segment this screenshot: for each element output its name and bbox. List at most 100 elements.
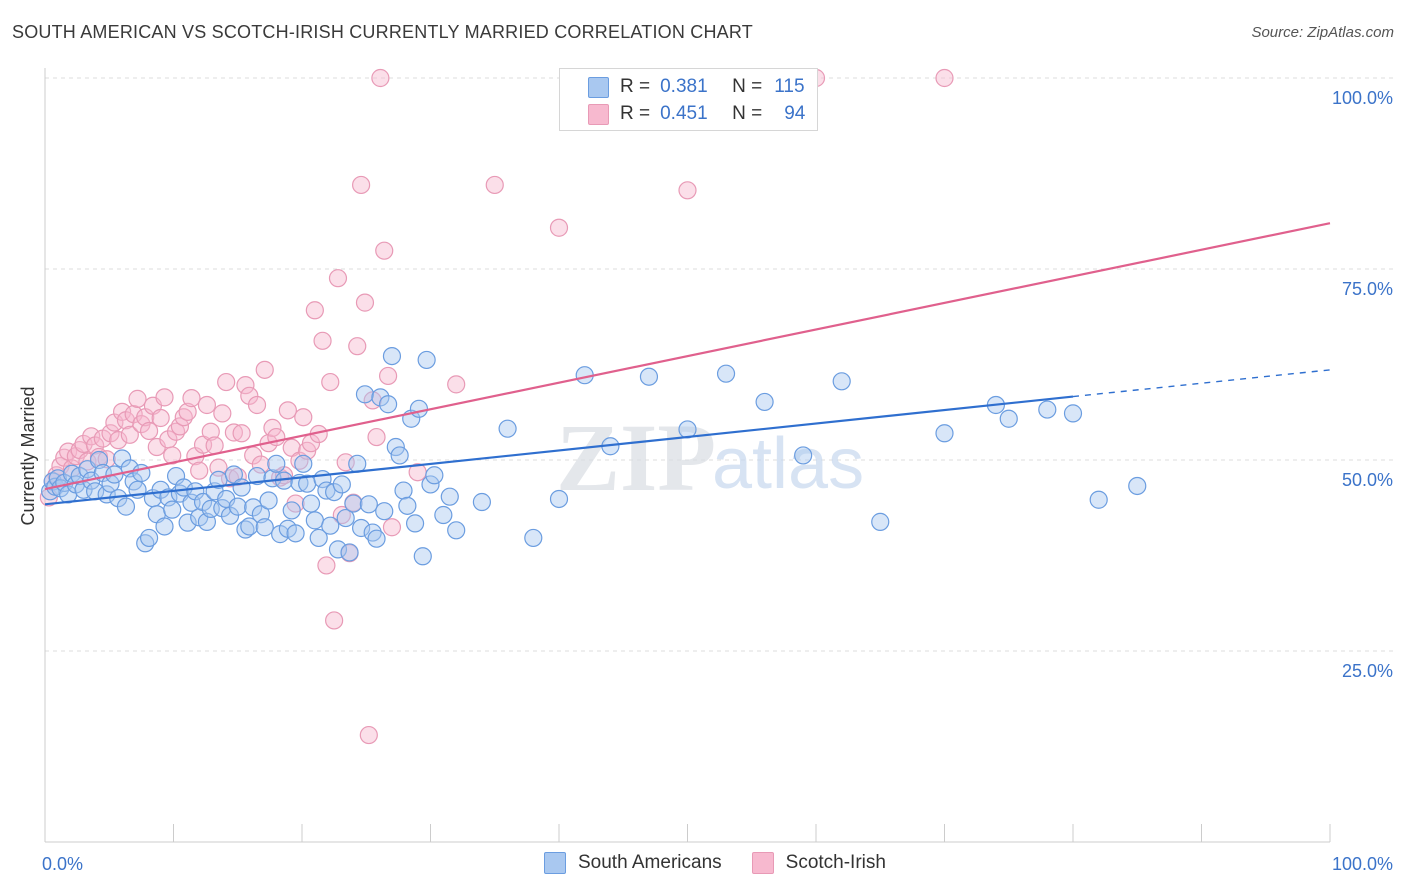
scotch-irish-point bbox=[182, 389, 201, 408]
south-american-point bbox=[305, 511, 324, 530]
south-american-point bbox=[524, 528, 543, 548]
scotch-irish-point bbox=[201, 422, 220, 441]
south-american-point bbox=[317, 481, 336, 500]
x-tick-label: 100.0% bbox=[1332, 854, 1393, 874]
scotch-irish-point bbox=[120, 425, 139, 444]
scotch-irish-point bbox=[367, 427, 386, 447]
south-american-point bbox=[386, 437, 405, 457]
scotch-irish-point bbox=[78, 452, 97, 471]
scotch-irish-point bbox=[190, 461, 209, 480]
watermark-atlas: atlas bbox=[712, 424, 864, 504]
south-american-point bbox=[155, 517, 174, 536]
scotch-irish-point bbox=[112, 402, 132, 421]
south-american-point bbox=[255, 518, 274, 537]
south-american-point bbox=[390, 446, 409, 465]
south-american-point bbox=[178, 513, 197, 532]
scotch-irish-point bbox=[294, 408, 313, 427]
scotch-irish-point bbox=[263, 418, 282, 438]
legend-n-label: N = bbox=[732, 103, 763, 124]
south-americans-trend-extension bbox=[1072, 369, 1331, 398]
scotch-irish-point bbox=[236, 376, 255, 395]
gridlines bbox=[45, 77, 1395, 652]
south-american-point bbox=[447, 521, 466, 540]
y-tick-label: 50.0% bbox=[1342, 470, 1393, 490]
scotch-irish-point bbox=[163, 446, 182, 465]
scotch-irish-point bbox=[205, 436, 224, 455]
south-american-point bbox=[1063, 404, 1083, 423]
y-axis-label: Currently Married bbox=[18, 386, 38, 525]
legend-swatch-pink bbox=[751, 852, 774, 874]
south-american-point bbox=[409, 399, 429, 418]
scotch-irish-trend-line bbox=[44, 222, 1331, 491]
south-american-point bbox=[472, 492, 491, 512]
scotch-irish-point bbox=[178, 402, 197, 421]
south-american-point bbox=[321, 516, 340, 535]
scotch-irish-point bbox=[247, 395, 267, 415]
scotch-irish-point bbox=[352, 175, 371, 195]
scotch-irish-point bbox=[336, 453, 355, 472]
scotch-irish-point bbox=[251, 455, 270, 474]
scotch-irish-point bbox=[170, 417, 190, 436]
legend-swatch-blue bbox=[588, 77, 609, 98]
south-american-point bbox=[220, 506, 240, 525]
south-american-point bbox=[352, 518, 371, 538]
legend-n-value: 115 bbox=[774, 76, 805, 97]
south-american-point bbox=[999, 409, 1018, 428]
scotch-irish-point bbox=[128, 389, 147, 408]
legend-item-south-americans[interactable]: South Americans bbox=[544, 852, 722, 874]
tick-labels: 25.0% 50.0% 75.0% 100.0% 0.0% 100.0% bbox=[42, 88, 1393, 874]
legend-n-label: N = bbox=[732, 76, 763, 97]
scotch-irish-point bbox=[232, 424, 251, 443]
scotch-irish-point bbox=[371, 68, 390, 88]
scotch-irish-point bbox=[213, 404, 232, 423]
scotch-irish-point bbox=[317, 556, 336, 575]
scotch-irish-point bbox=[348, 337, 367, 356]
south-american-point bbox=[794, 446, 813, 465]
scotch-irish-point bbox=[382, 518, 402, 537]
scotch-irish-point bbox=[101, 424, 120, 443]
legend-r-label: R = bbox=[620, 76, 651, 97]
scotch-irish-points bbox=[39, 68, 954, 745]
south-american-point bbox=[832, 372, 851, 391]
south-american-point bbox=[228, 497, 247, 516]
legend-r-value: 0.451 bbox=[660, 103, 708, 124]
chart-source: Source: ZipAtlas.com bbox=[1251, 24, 1394, 41]
south-american-point bbox=[394, 481, 413, 500]
south-american-points bbox=[41, 346, 1147, 566]
south-american-point bbox=[240, 517, 259, 536]
scotch-irish-point bbox=[139, 421, 159, 441]
legend-n-value: 94 bbox=[784, 103, 806, 124]
scotch-irish-point bbox=[549, 218, 569, 237]
south-american-point bbox=[421, 475, 440, 494]
y-tick-label: 100.0% bbox=[1332, 88, 1393, 108]
scotch-irish-point bbox=[197, 395, 217, 415]
legend-row-scotch-irish: R = 0.451 N = 94 bbox=[588, 102, 805, 126]
scotch-irish-point bbox=[240, 386, 259, 405]
scotch-irish-point bbox=[325, 611, 344, 630]
scotch-irish-point bbox=[313, 331, 332, 350]
south-american-point bbox=[935, 424, 954, 443]
x-tick-label: 0.0% bbox=[42, 854, 83, 874]
scotch-irish-point bbox=[321, 372, 340, 392]
south-american-point bbox=[1089, 490, 1108, 509]
south-american-point bbox=[1128, 476, 1147, 496]
south-american-point bbox=[213, 499, 232, 518]
south-american-point bbox=[286, 524, 305, 543]
scotch-irish-point bbox=[82, 427, 101, 446]
south-american-point bbox=[163, 500, 182, 519]
south-american-point bbox=[340, 543, 359, 562]
scotch-irish-point bbox=[151, 408, 170, 428]
south-american-point bbox=[498, 419, 517, 438]
south-american-point bbox=[332, 475, 351, 494]
legend-r-label: R = bbox=[620, 103, 651, 124]
south-american-point bbox=[367, 529, 386, 548]
scotch-irish-point bbox=[935, 68, 954, 88]
south-american-point bbox=[755, 392, 774, 412]
scotch-irish-point bbox=[485, 175, 504, 195]
legend-r-value: 0.381 bbox=[660, 76, 708, 97]
scotch-irish-point bbox=[447, 375, 466, 394]
legend-item-scotch-irish[interactable]: Scotch-Irish bbox=[751, 852, 886, 874]
south-american-point bbox=[301, 494, 321, 513]
scotch-irish-point bbox=[155, 388, 174, 407]
